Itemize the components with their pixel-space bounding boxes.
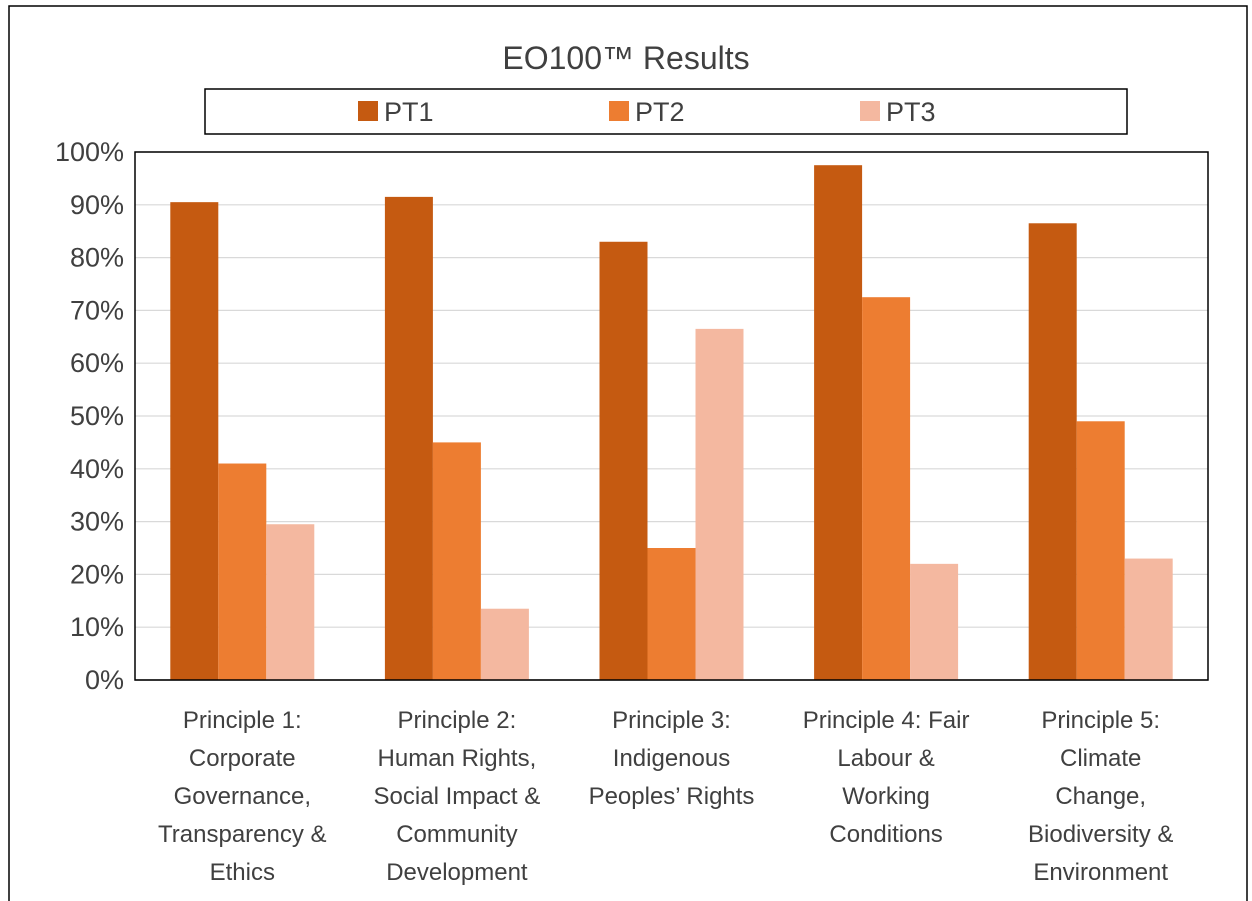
bar-pt1 [384,196,433,680]
y-axis-ticks: 0% 10% 20% 30% 40% 50% 60% 70% 80% 90% 100% [55,137,124,695]
bar-pt1 [170,202,219,680]
x-category-label: Principle 5: Climate Change, Biodiversity &… [1028,707,1173,886]
legend-swatch-pt2 [609,101,629,121]
legend-label-pt1: PT1 [384,97,434,127]
y-tick-label: 20% [70,559,124,589]
legend-box [204,88,1128,135]
y-tick-label: 70% [70,295,124,325]
y-tick-label: 100% [55,137,124,167]
y-tick-label: 50% [70,401,124,431]
legend-swatch-pt1 [358,101,378,121]
legend: PT1 PT2 PT3 [204,88,1128,135]
y-tick-label: 80% [70,243,124,273]
y-tick-label: 0% [85,665,124,695]
x-axis-labels: Principle 1: Corporate Governance, Transpar… [158,707,1173,886]
bar-pt3 [1124,558,1173,680]
legend-swatch-pt3 [860,101,880,121]
y-tick-label: 10% [70,612,124,642]
x-category-label: Principle 1: Corporate Governance, Transpar… [158,707,327,886]
bar-pt2 [218,463,267,680]
legend-label-pt3: PT3 [886,97,936,127]
y-tick-label: 30% [70,507,124,537]
y-tick-label: 60% [70,348,124,378]
x-category-label: Principle 4: Fair Labour & Working Conditio… [803,707,970,848]
plot-area-border [134,151,1209,681]
bar-pt2 [1076,421,1125,680]
chart-frame [8,5,1248,901]
bar-pt1 [1028,223,1077,680]
bar-pt3 [695,328,744,680]
bar-pt2 [647,548,696,680]
bar-pt2 [862,297,911,680]
y-tick-label: 90% [70,190,124,220]
chart-title: EO100™ Results [502,40,749,76]
legend-label-pt2: PT2 [635,97,685,127]
bar-pt2 [432,442,481,680]
bar-pt1 [599,241,648,680]
bar-pt1 [814,165,863,680]
y-tick-label: 40% [70,454,124,484]
x-category-label: Principle 2: Human Rights, Social Impact &… [374,707,541,886]
bar-pt3 [266,524,315,680]
x-category-label: Principle 3: Indigenous Peoples’ Rights [589,707,755,810]
bars [170,165,1173,680]
bar-pt3 [480,608,529,680]
bar-pt3 [910,563,959,680]
